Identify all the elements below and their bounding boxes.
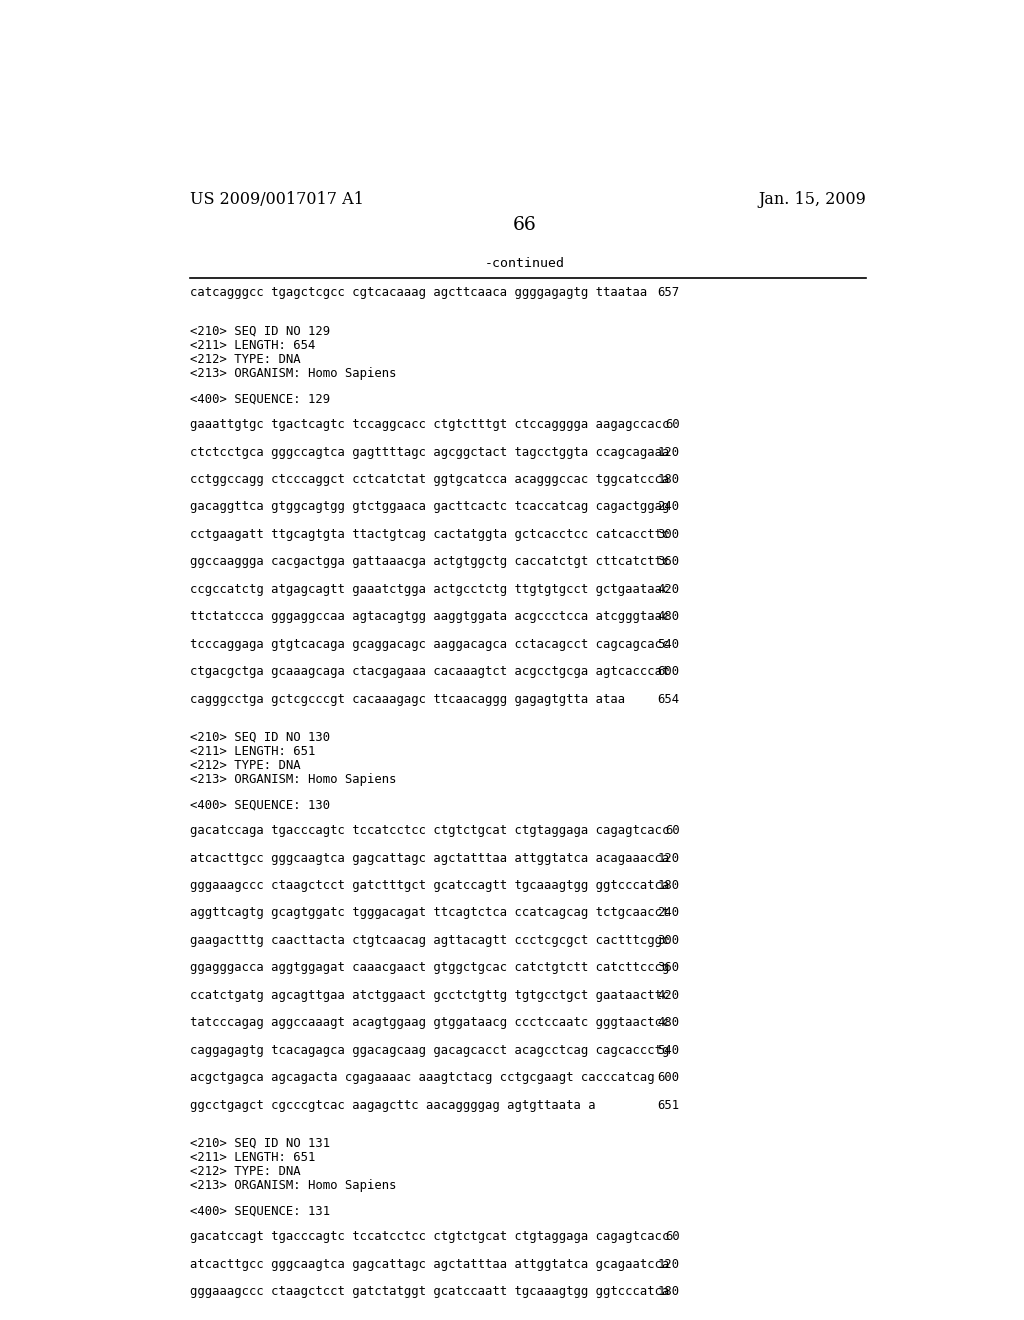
Text: 60: 60 — [665, 824, 680, 837]
Text: ccgccatctg atgagcagtt gaaatctgga actgcctctg ttgtgtgcct gctgaataac: ccgccatctg atgagcagtt gaaatctgga actgcct… — [189, 582, 670, 595]
Text: ctgacgctga gcaaagcaga ctacgagaaa cacaaagtct acgcctgcga agtcacccat: ctgacgctga gcaaagcaga ctacgagaaa cacaaag… — [189, 665, 670, 678]
Text: 360: 360 — [657, 961, 680, 974]
Text: 240: 240 — [657, 500, 680, 513]
Text: tatcccagag aggccaaagt acagtggaag gtggataacg ccctccaatc gggtaactcc: tatcccagag aggccaaagt acagtggaag gtggata… — [189, 1016, 670, 1030]
Text: 420: 420 — [657, 989, 680, 1002]
Text: tcccaggaga gtgtcacaga gcaggacagc aaggacagca cctacagcct cagcagcacc: tcccaggaga gtgtcacaga gcaggacagc aaggaca… — [189, 638, 670, 651]
Text: ctctcctgca gggccagtca gagttttagc agcggctact tagcctggta ccagcagaaa: ctctcctgca gggccagtca gagttttagc agcggct… — [189, 446, 670, 458]
Text: 180: 180 — [657, 1286, 680, 1298]
Text: 66: 66 — [513, 215, 537, 234]
Text: atcacttgcc gggcaagtca gagcattagc agctatttaa attggtatca acagaaacca: atcacttgcc gggcaagtca gagcattagc agctatt… — [189, 851, 670, 865]
Text: 60: 60 — [665, 418, 680, 432]
Text: -continued: -continued — [484, 257, 565, 271]
Text: <213> ORGANISM: Homo Sapiens: <213> ORGANISM: Homo Sapiens — [189, 367, 396, 380]
Text: cagggcctga gctcgcccgt cacaaagagc ttcaacaggg gagagtgtta ataa: cagggcctga gctcgcccgt cacaaagagc ttcaaca… — [189, 693, 625, 705]
Text: <400> SEQUENCE: 129: <400> SEQUENCE: 129 — [189, 392, 330, 405]
Text: atcacttgcc gggcaagtca gagcattagc agctatttaa attggtatca gcagaatcca: atcacttgcc gggcaagtca gagcattagc agctatt… — [189, 1258, 670, 1271]
Text: 300: 300 — [657, 528, 680, 541]
Text: <212> TYPE: DNA: <212> TYPE: DNA — [189, 759, 300, 772]
Text: gacatccagt tgacccagtc tccatcctcc ctgtctgcat ctgtaggaga cagagtcacc: gacatccagt tgacccagtc tccatcctcc ctgtctg… — [189, 1230, 670, 1243]
Text: 654: 654 — [657, 693, 680, 705]
Text: 120: 120 — [657, 1258, 680, 1271]
Text: 651: 651 — [657, 1098, 680, 1111]
Text: catcagggcc tgagctcgcc cgtcacaaag agcttcaaca ggggagagtg ttaataa: catcagggcc tgagctcgcc cgtcacaaag agcttca… — [189, 286, 647, 300]
Text: aggttcagtg gcagtggatc tgggacagat ttcagtctca ccatcagcag tctgcaacct: aggttcagtg gcagtggatc tgggacagat ttcagtc… — [189, 907, 670, 920]
Text: US 2009/0017017 A1: US 2009/0017017 A1 — [189, 191, 364, 209]
Text: <400> SEQUENCE: 131: <400> SEQUENCE: 131 — [189, 1204, 330, 1217]
Text: ggcctgagct cgcccgtcac aagagcttc aacaggggag agtgttaata a: ggcctgagct cgcccgtcac aagagcttc aacagggg… — [189, 1098, 596, 1111]
Text: 540: 540 — [657, 638, 680, 651]
Text: <212> TYPE: DNA: <212> TYPE: DNA — [189, 352, 300, 366]
Text: Jan. 15, 2009: Jan. 15, 2009 — [758, 191, 866, 209]
Text: 657: 657 — [657, 286, 680, 300]
Text: 540: 540 — [657, 1044, 680, 1057]
Text: 480: 480 — [657, 610, 680, 623]
Text: 180: 180 — [657, 879, 680, 892]
Text: <210> SEQ ID NO 129: <210> SEQ ID NO 129 — [189, 325, 330, 338]
Text: <213> ORGANISM: Homo Sapiens: <213> ORGANISM: Homo Sapiens — [189, 1179, 396, 1192]
Text: 60: 60 — [665, 1230, 680, 1243]
Text: <210> SEQ ID NO 130: <210> SEQ ID NO 130 — [189, 731, 330, 743]
Text: <210> SEQ ID NO 131: <210> SEQ ID NO 131 — [189, 1137, 330, 1150]
Text: gacatccaga tgacccagtc tccatcctcc ctgtctgcat ctgtaggaga cagagtcacc: gacatccaga tgacccagtc tccatcctcc ctgtctg… — [189, 824, 670, 837]
Text: <213> ORGANISM: Homo Sapiens: <213> ORGANISM: Homo Sapiens — [189, 772, 396, 785]
Text: gacaggttca gtggcagtgg gtctggaaca gacttcactc tcaccatcag cagactggag: gacaggttca gtggcagtgg gtctggaaca gacttca… — [189, 500, 670, 513]
Text: ttctatccca gggaggccaa agtacagtgg aaggtggata acgccctcca atcgggtaac: ttctatccca gggaggccaa agtacagtgg aaggtgg… — [189, 610, 670, 623]
Text: <211> LENGTH: 651: <211> LENGTH: 651 — [189, 1151, 315, 1164]
Text: <212> TYPE: DNA: <212> TYPE: DNA — [189, 1164, 300, 1177]
Text: 600: 600 — [657, 665, 680, 678]
Text: <211> LENGTH: 654: <211> LENGTH: 654 — [189, 339, 315, 351]
Text: 240: 240 — [657, 907, 680, 920]
Text: gggaaagccc ctaagctcct gatctttgct gcatccagtt tgcaaagtgg ggtcccatca: gggaaagccc ctaagctcct gatctttgct gcatcca… — [189, 879, 670, 892]
Text: 600: 600 — [657, 1071, 680, 1084]
Text: 300: 300 — [657, 935, 680, 946]
Text: 120: 120 — [657, 851, 680, 865]
Text: caggagagtg tcacagagca ggacagcaag gacagcacct acagcctcag cagcaccctg: caggagagtg tcacagagca ggacagcaag gacagca… — [189, 1044, 670, 1057]
Text: 180: 180 — [657, 473, 680, 486]
Text: gggaaagccc ctaagctcct gatctatggt gcatccaatt tgcaaagtgg ggtcccatca: gggaaagccc ctaagctcct gatctatggt gcatcca… — [189, 1286, 670, 1298]
Text: 480: 480 — [657, 1016, 680, 1030]
Text: 360: 360 — [657, 556, 680, 569]
Text: gaaattgtgc tgactcagtc tccaggcacc ctgtctttgt ctccagggga aagagccacc: gaaattgtgc tgactcagtc tccaggcacc ctgtctt… — [189, 418, 670, 432]
Text: ggagggacca aggtggagat caaacgaact gtggctgcac catctgtctt catcttcccg: ggagggacca aggtggagat caaacgaact gtggctg… — [189, 961, 670, 974]
Text: cctggccagg ctcccaggct cctcatctat ggtgcatcca acagggccac tggcatccca: cctggccagg ctcccaggct cctcatctat ggtgcat… — [189, 473, 670, 486]
Text: acgctgagca agcagacta cgagaaaac aaagtctacg cctgcgaagt cacccatcag: acgctgagca agcagacta cgagaaaac aaagtctac… — [189, 1071, 654, 1084]
Text: ccatctgatg agcagttgaa atctggaact gcctctgttg tgtgcctgct gaataacttc: ccatctgatg agcagttgaa atctggaact gcctctg… — [189, 989, 670, 1002]
Text: gaagactttg caacttacta ctgtcaacag agttacagtt ccctcgcgct cactttcggc: gaagactttg caacttacta ctgtcaacag agttaca… — [189, 935, 670, 946]
Text: ggccaaggga cacgactgga gattaaacga actgtggctg caccatctgt cttcatcttc: ggccaaggga cacgactgga gattaaacga actgtgg… — [189, 556, 670, 569]
Text: cctgaagatt ttgcagtgta ttactgtcag cactatggta gctcacctcc catcaccttc: cctgaagatt ttgcagtgta ttactgtcag cactatg… — [189, 528, 670, 541]
Text: <400> SEQUENCE: 130: <400> SEQUENCE: 130 — [189, 799, 330, 812]
Text: <211> LENGTH: 651: <211> LENGTH: 651 — [189, 744, 315, 758]
Text: 120: 120 — [657, 446, 680, 458]
Text: 420: 420 — [657, 582, 680, 595]
